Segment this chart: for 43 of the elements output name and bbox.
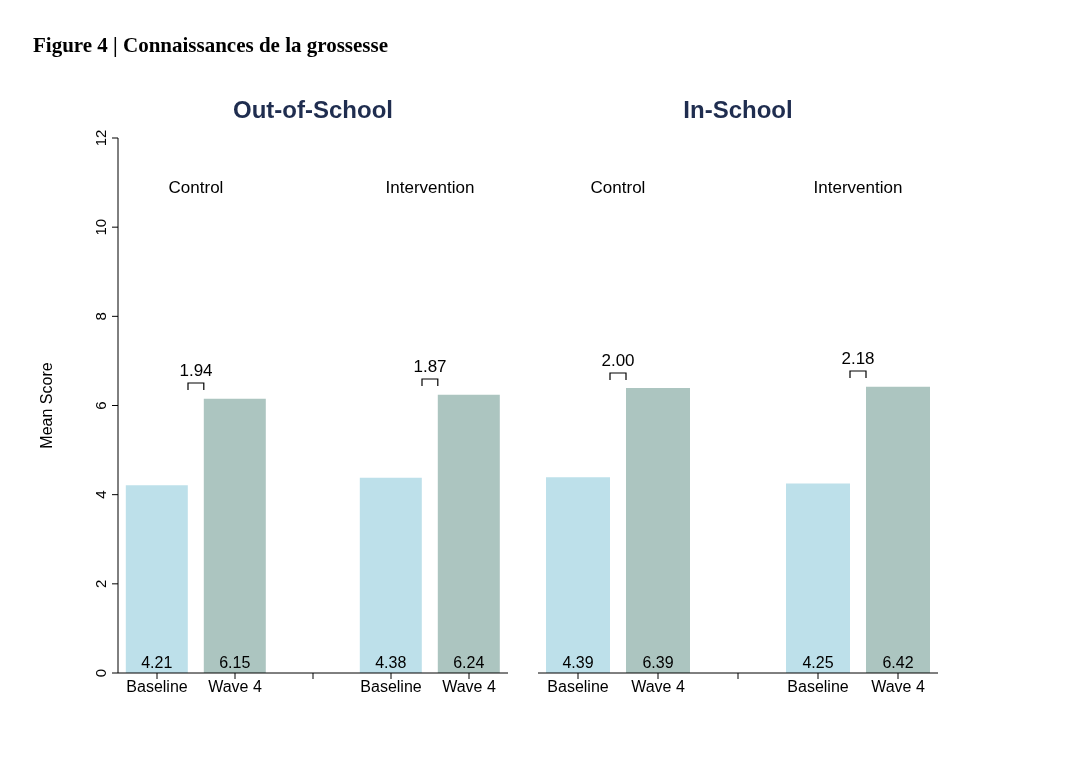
y-tick-label: 0 <box>92 668 109 678</box>
y-axis-title: Mean Score <box>37 362 55 449</box>
x-tick-label: Wave 4 <box>631 678 685 696</box>
bar <box>546 477 610 673</box>
x-tick-label: Wave 4 <box>871 678 925 696</box>
annotation: Control <box>589 178 647 198</box>
caption: Figure 4 | Connaissances de la grossesse <box>33 33 389 58</box>
x-tick-label: Baseline <box>547 678 609 696</box>
data-label: 4.25 <box>802 654 834 671</box>
bar <box>437 394 500 673</box>
y-tick-label: 12 <box>92 129 109 147</box>
chart-title: In-School <box>682 96 794 124</box>
annotation: 2.00 <box>600 350 636 371</box>
x-tick-label: Baseline <box>360 678 422 696</box>
x-tick-label: Baseline <box>787 678 849 696</box>
bar <box>786 483 850 673</box>
data-label: 4.38 <box>375 654 407 671</box>
bar <box>125 485 188 673</box>
y-tick-label: 4 <box>92 490 109 499</box>
data-label: 6.39 <box>642 654 674 671</box>
annotation: Control <box>167 178 225 198</box>
y-tick-label: 8 <box>92 312 109 321</box>
annotation: 1.94 <box>178 361 214 382</box>
data-label: 6.15 <box>219 654 251 671</box>
bar <box>626 388 690 673</box>
data-label: 4.21 <box>141 654 173 671</box>
x-tick-label: Baseline <box>126 678 188 696</box>
x-tick-label: Wave 4 <box>208 678 262 696</box>
y-tick-label: 2 <box>92 579 109 589</box>
bar <box>359 477 422 673</box>
chart-title: Out-of-School <box>232 96 394 124</box>
y-tick-label: 6 <box>92 401 109 410</box>
x-tick-label: Wave 4 <box>442 678 496 696</box>
annotation: Intervention <box>812 178 904 198</box>
data-label: 6.42 <box>882 654 914 671</box>
y-tick-label: 10 <box>92 218 109 236</box>
annotation: 2.18 <box>840 349 876 370</box>
annotation: Intervention <box>384 178 476 198</box>
bar <box>203 398 266 673</box>
data-label: 4.39 <box>562 654 594 671</box>
data-label: 6.24 <box>453 654 485 671</box>
bar <box>866 386 930 673</box>
annotation: 1.87 <box>412 357 448 378</box>
